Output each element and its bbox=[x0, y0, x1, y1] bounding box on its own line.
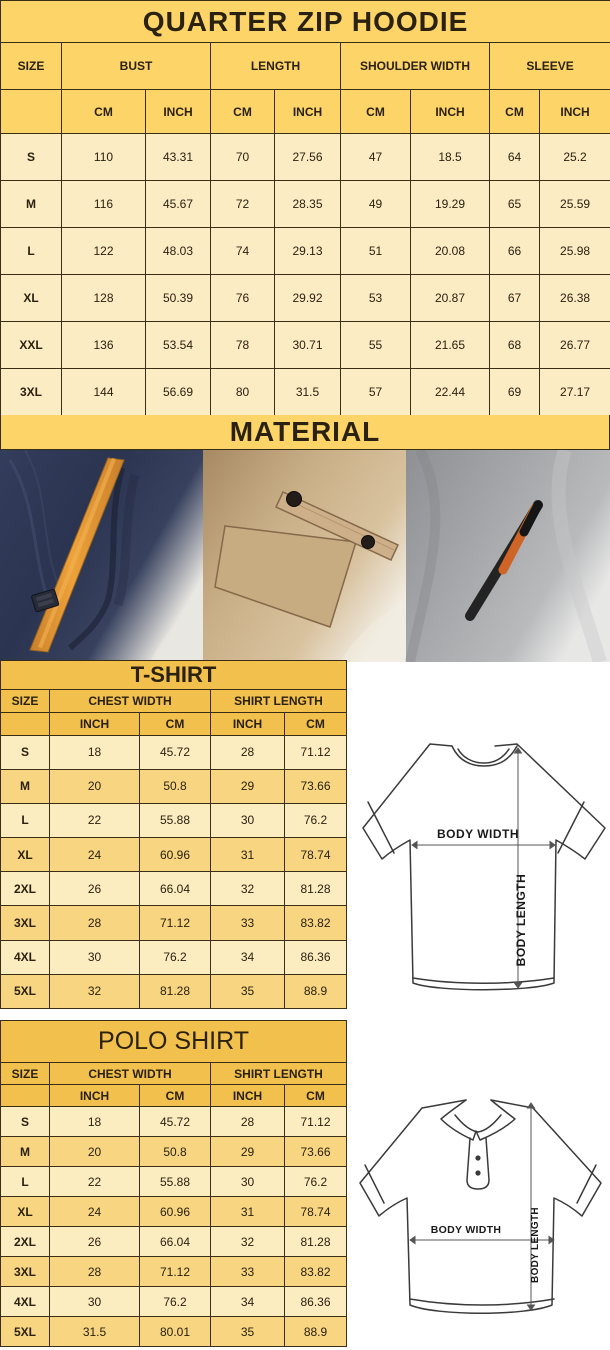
svg-text:BODY LENGTH: BODY LENGTH bbox=[530, 1207, 541, 1283]
svg-text:BODY WIDTH: BODY WIDTH bbox=[437, 827, 519, 841]
svg-text:BODY WIDTH: BODY WIDTH bbox=[431, 1224, 501, 1236]
svg-text:BODY LENGTH: BODY LENGTH bbox=[514, 874, 528, 967]
